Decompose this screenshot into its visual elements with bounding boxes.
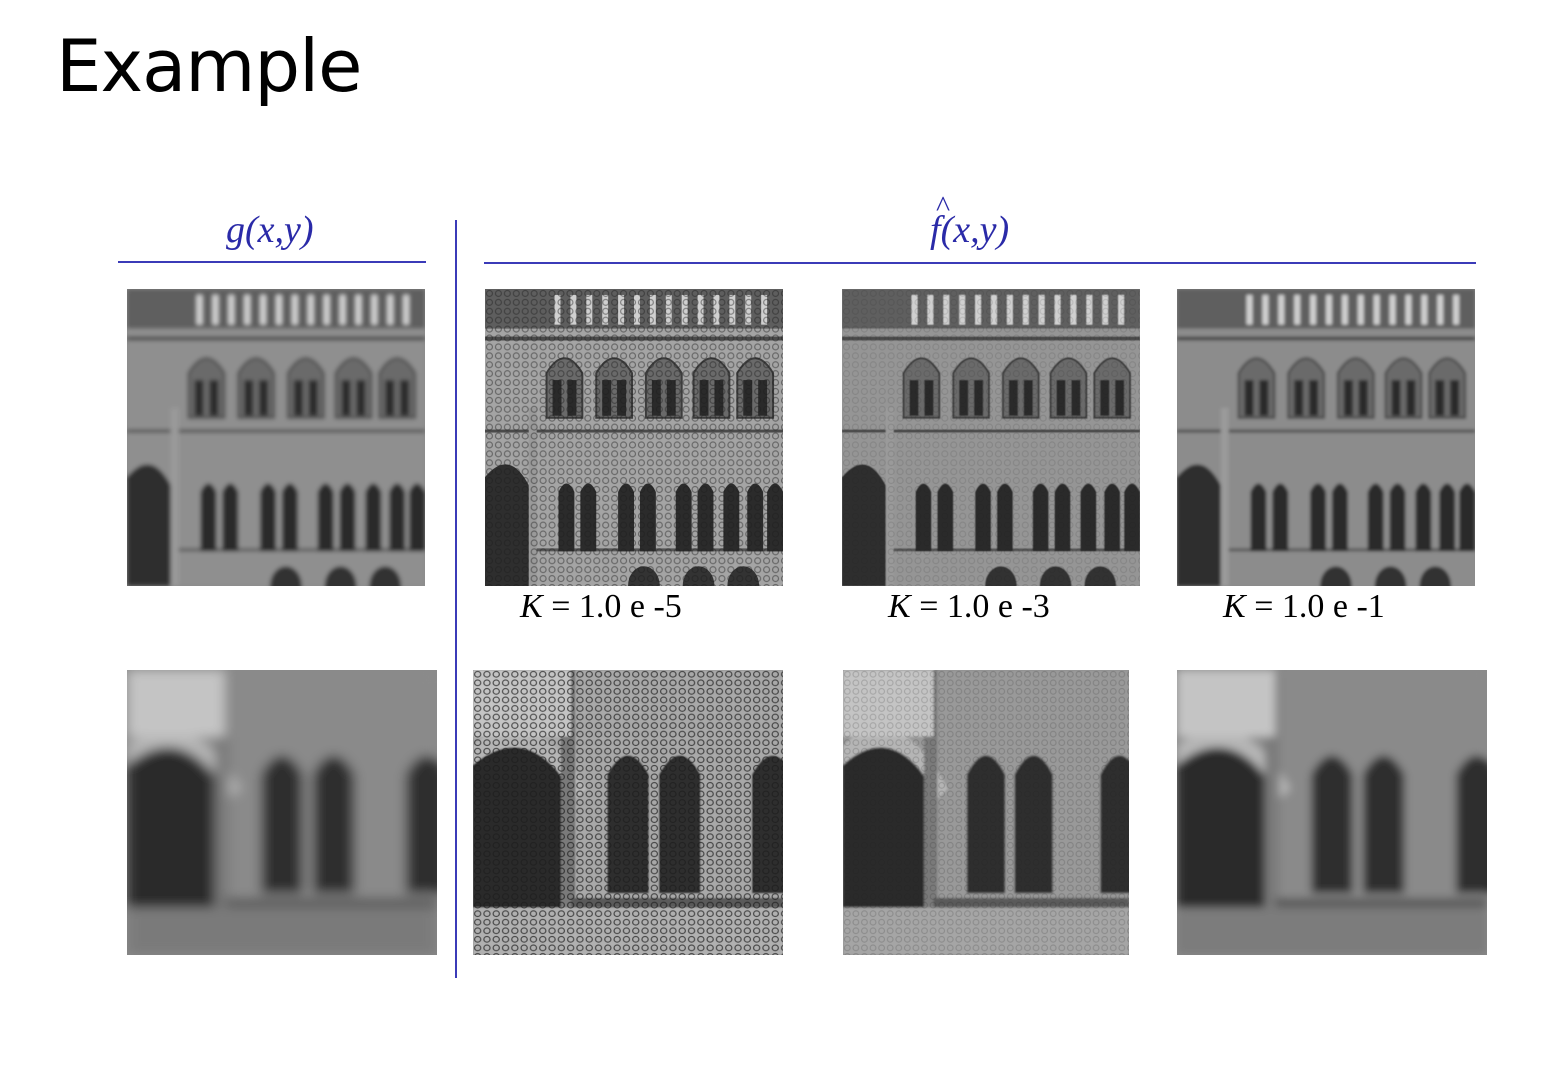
- caption-symbol: K: [888, 588, 911, 625]
- blurred-image-full: [127, 289, 425, 586]
- restored-image-full-k1e-1: [1177, 289, 1475, 586]
- hat-symbol: f: [930, 190, 949, 252]
- slide-title: Example: [56, 24, 362, 108]
- blurred-image-zoom: [127, 670, 437, 955]
- restored-image-full-k1e-3: [842, 289, 1140, 586]
- restored-image-zoom-k1e-3: [843, 670, 1129, 955]
- header-rule-left: [118, 261, 426, 263]
- caption-k1e-1: K = 1.0 e -1: [1223, 588, 1385, 626]
- caption-symbol: K: [1223, 588, 1246, 625]
- restored-image-zoom-k1e-5: [473, 670, 783, 955]
- caption-symbol: K: [520, 588, 543, 625]
- caption-k1e-3: K = 1.0 e -3: [888, 588, 1050, 626]
- header-rule-right: [484, 262, 1476, 264]
- header-degraded-image: g(x,y): [226, 209, 314, 251]
- caption-value: = 1.0 e -1: [1245, 588, 1385, 625]
- caption-k1e-5: K = 1.0 e -5: [520, 588, 682, 626]
- restored-image-full-k1e-5: [485, 289, 783, 586]
- restored-image-zoom-k1e-1: [1177, 670, 1487, 955]
- caption-value: = 1.0 e -5: [542, 588, 682, 625]
- header-restored-args: (x,y): [940, 209, 1010, 251]
- header-restored-image: f(x,y): [930, 190, 1010, 252]
- caption-value: = 1.0 e -3: [910, 588, 1050, 625]
- column-divider: [455, 220, 457, 978]
